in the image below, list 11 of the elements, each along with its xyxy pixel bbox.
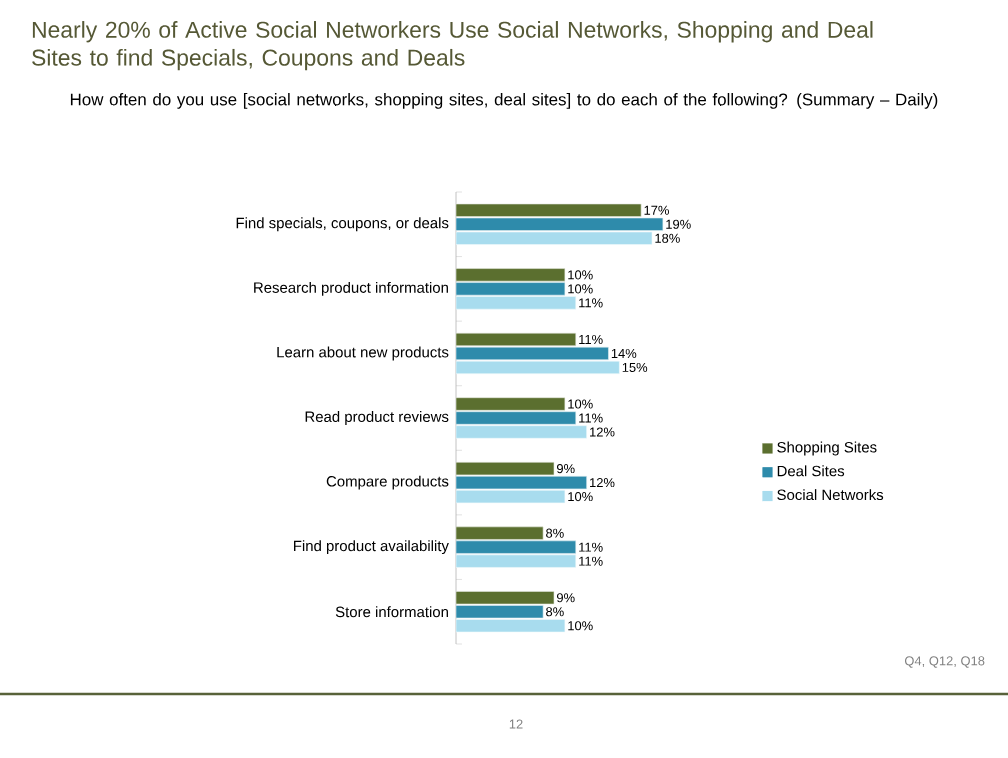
- chart-title: Nearly 20% of Active Social Networkers Use Social Networks, Shopping and Deal Sites to find Specials, Coupons and Deals: [32, 21, 873, 71]
- bar: [456, 268, 566, 282]
- chart-subtitle: How often do you use [social networks, shopping sites, deal sites] to do each of the following? (Summary – Daily): [70, 93, 938, 109]
- bar: [456, 296, 577, 310]
- bar: [456, 397, 566, 411]
- bar: [456, 540, 577, 554]
- bar: [456, 282, 566, 296]
- bar: [456, 425, 587, 439]
- bar: [456, 411, 577, 425]
- bar: [456, 526, 544, 540]
- bar: [456, 554, 577, 568]
